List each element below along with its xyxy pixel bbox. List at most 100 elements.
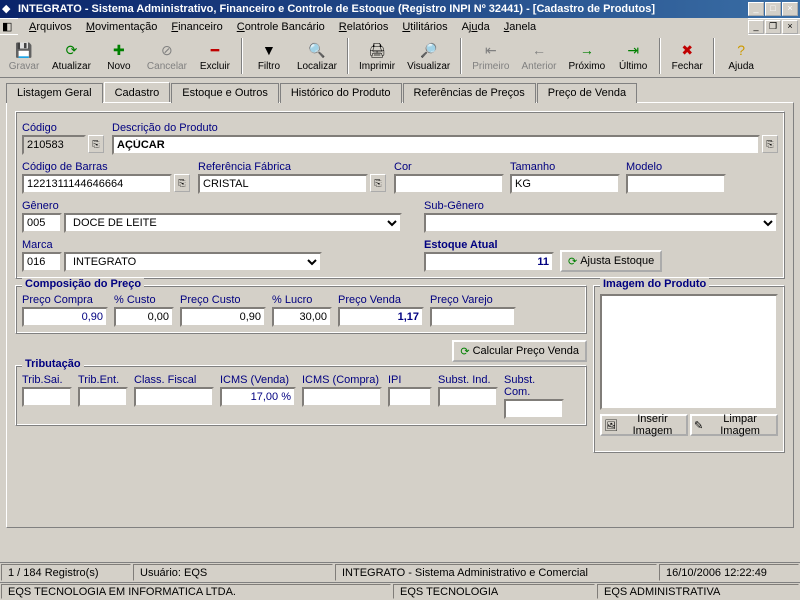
- tab-historico[interactable]: Histórico do Produto: [280, 83, 402, 103]
- subgenero-select[interactable]: [424, 213, 778, 233]
- ref-lookup-button[interactable]: ⎘: [370, 174, 386, 192]
- excluir-button[interactable]: ━Excluir: [195, 38, 235, 74]
- tamanho-input[interactable]: [510, 174, 620, 194]
- tab-referencias[interactable]: Referências de Preços: [403, 83, 536, 103]
- subind-input[interactable]: [438, 387, 498, 407]
- codigo-label: Código: [22, 122, 106, 134]
- calcular-preco-button[interactable]: ⟳Calcular Preço Venda: [452, 340, 587, 362]
- menu-ajuda[interactable]: Ajuda: [455, 20, 497, 34]
- minimize-button[interactable]: _: [748, 2, 764, 16]
- refresh-icon: ⟳: [568, 255, 577, 268]
- footer-empresa: EQS TECNOLOGIA EM INFORMATICA LTDA.: [1, 584, 391, 599]
- image-add-icon: 🖼: [604, 419, 618, 432]
- footer-adm: EQS ADMINISTRATIVA: [597, 584, 799, 599]
- estoque-input[interactable]: [424, 252, 554, 272]
- visualizar-button[interactable]: 🔎Visualizar: [403, 38, 454, 74]
- gravar-button[interactable]: 💾Gravar: [4, 38, 44, 74]
- genero-cod-input[interactable]: [22, 213, 62, 233]
- primeiro-button[interactable]: ⇤Primeiro: [468, 38, 513, 74]
- mdi-close-button[interactable]: ×: [782, 20, 798, 34]
- proximo-button[interactable]: →Próximo: [565, 38, 610, 74]
- mdi-minimize-button[interactable]: _: [748, 20, 764, 34]
- imagem-produto-box: [600, 294, 778, 410]
- tab-listagem[interactable]: Listagem Geral: [6, 83, 103, 103]
- ref-input[interactable]: [198, 174, 368, 194]
- menu-arquivos[interactable]: Arquivos: [22, 20, 79, 34]
- fechar-button[interactable]: ✖Fechar: [667, 38, 707, 74]
- tab-preco-venda[interactable]: Preço de Venda: [537, 83, 637, 103]
- localizar-button[interactable]: 🔍Localizar: [293, 38, 341, 74]
- inserir-imagem-button[interactable]: 🖼Inserir Imagem: [600, 414, 688, 436]
- tribsai-label: Trib.Sai.: [22, 374, 72, 386]
- limpar-imagem-button[interactable]: ✎Limpar Imagem: [690, 414, 778, 436]
- classfiscal-input[interactable]: [134, 387, 214, 407]
- status-datahora: 16/10/2006 12:22:49: [659, 564, 799, 581]
- atualizar-button[interactable]: ⟳Atualizar: [48, 38, 95, 74]
- status-registros: 1 / 184 Registro(s): [1, 564, 131, 581]
- toolbar: 💾Gravar ⟳Atualizar ✚Novo ⊘Cancelar ━Excl…: [0, 34, 800, 78]
- icmsc-label: ICMS (Compra): [302, 374, 382, 386]
- descricao-label: Descrição do Produto: [112, 122, 778, 134]
- ultimo-button[interactable]: ⇥Último: [613, 38, 653, 74]
- subcom-input[interactable]: [504, 399, 564, 419]
- menu-janela[interactable]: Janela: [497, 20, 543, 34]
- codigo-lookup-button[interactable]: ⎘: [88, 135, 104, 153]
- novo-button[interactable]: ✚Novo: [99, 38, 139, 74]
- cor-input[interactable]: [394, 174, 504, 194]
- tab-panel-cadastro: Código ⎘ Descrição do Produto ⎘ Código d…: [6, 102, 794, 528]
- marca-cod-input[interactable]: [22, 252, 62, 272]
- barras-lookup-button[interactable]: ⎘: [174, 174, 190, 192]
- preco-compra-input[interactable]: [22, 307, 108, 327]
- cancelar-button[interactable]: ⊘Cancelar: [143, 38, 191, 74]
- tamanho-label: Tamanho: [510, 161, 620, 173]
- anterior-button[interactable]: ←Anterior: [517, 38, 560, 74]
- marca-select[interactable]: INTEGRATO: [64, 252, 322, 272]
- descricao-input[interactable]: [112, 135, 760, 155]
- menu-bar: Arquivos Movimentação Financeiro Control…: [18, 18, 748, 36]
- ipi-input[interactable]: [388, 387, 432, 407]
- plucro-input[interactable]: [272, 307, 332, 327]
- tribsai-input[interactable]: [22, 387, 72, 407]
- subind-label: Subst. Ind.: [438, 374, 498, 386]
- preco-venda-label: Preço Venda: [338, 294, 424, 306]
- codigo-input[interactable]: [22, 135, 86, 155]
- descricao-lookup-button[interactable]: ⎘: [762, 135, 778, 153]
- menu-movimentacao[interactable]: Movimentação: [79, 20, 165, 34]
- tab-estoque[interactable]: Estoque e Outros: [171, 83, 279, 103]
- tribent-input[interactable]: [78, 387, 128, 407]
- pcusto-label: % Custo: [114, 294, 174, 306]
- menu-controle-bancario[interactable]: Controle Bancário: [230, 20, 332, 34]
- pcusto-input[interactable]: [114, 307, 174, 327]
- menu-relatorios[interactable]: Relatórios: [332, 20, 396, 34]
- menu-utilitarios[interactable]: Utilitários: [395, 20, 454, 34]
- preco-venda-input[interactable]: [338, 307, 424, 327]
- imprimir-button[interactable]: 🖨Imprimir: [355, 38, 399, 74]
- ajuda-button[interactable]: ?Ajuda: [721, 38, 761, 74]
- preco-varejo-label: Preço Varejo: [430, 294, 516, 306]
- preco-custo-input[interactable]: [180, 307, 266, 327]
- tab-cadastro[interactable]: Cadastro: [104, 82, 171, 102]
- genero-label: Gênero: [22, 200, 402, 212]
- preco-varejo-input[interactable]: [430, 307, 516, 327]
- filtro-button[interactable]: ▼Filtro: [249, 38, 289, 74]
- modelo-input[interactable]: [626, 174, 726, 194]
- subcom-label: Subst. Com.: [504, 374, 564, 398]
- menu-financeiro[interactable]: Financeiro: [164, 20, 229, 34]
- icmsc-input[interactable]: [302, 387, 382, 407]
- status-usuario: Usuário: EQS: [133, 564, 333, 581]
- subgenero-label: Sub-Gênero: [424, 200, 778, 212]
- mdi-icon: ◧: [2, 20, 16, 34]
- ajusta-estoque-button[interactable]: ⟳Ajusta Estoque: [560, 250, 662, 272]
- preco-compra-label: Preço Compra: [22, 294, 108, 306]
- modelo-label: Modelo: [626, 161, 726, 173]
- mdi-restore-button[interactable]: ❐: [765, 20, 781, 34]
- cor-label: Cor: [394, 161, 504, 173]
- window-title: INTEGRATO - Sistema Administrativo, Fina…: [18, 3, 748, 15]
- maximize-button[interactable]: □: [765, 2, 781, 16]
- close-button[interactable]: ×: [782, 2, 798, 16]
- genero-select[interactable]: DOCE DE LEITE: [64, 213, 402, 233]
- icmsv-input[interactable]: [220, 387, 296, 407]
- tribent-label: Trib.Ent.: [78, 374, 128, 386]
- barras-input[interactable]: [22, 174, 172, 194]
- refresh-icon: ⟳: [460, 345, 469, 358]
